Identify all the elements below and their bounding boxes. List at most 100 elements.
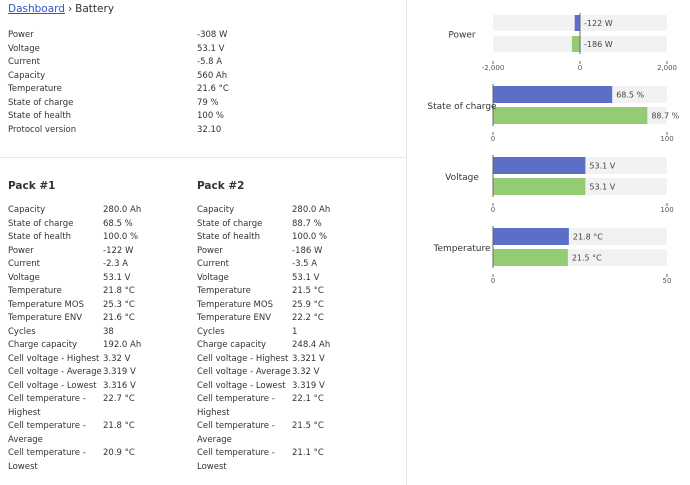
pack-row-label: Cell voltage - Average (8, 367, 102, 377)
pack-row-label: Power (8, 245, 34, 256)
temperature-data-label-pack-2: 21.5 °C (572, 254, 602, 263)
pack-row-value: 1 (292, 326, 298, 337)
pack-row-value: 100.0 % (103, 232, 139, 242)
power-tick-label: 2,000 (657, 64, 677, 72)
pack-row-label: Cell voltage - Highest (197, 353, 289, 364)
power-data-label-pack-2: -186 W (584, 40, 613, 49)
power-tick-label: -2,000 (482, 64, 505, 72)
summary-label-current: Current (8, 57, 40, 67)
voltage-tick-label: 0 (491, 206, 495, 214)
pack-1-row-capacity: Capacity 280.0 Ah (8, 204, 198, 218)
pack-row-label: Capacity (8, 205, 46, 215)
summary-value-capacity: 560 Ah (197, 70, 228, 81)
pack-2-row-current: Current -3.5 A (197, 258, 387, 272)
temperature-tick-label: 50 (663, 277, 672, 285)
pack-row-label: Temperature MOS (8, 299, 84, 310)
pack-1-row-power: Power -122 W (8, 245, 198, 259)
pack-row-value: 53.1 V (103, 272, 131, 283)
pack-row-label: Charge capacity (197, 340, 267, 350)
voltage-tick-label: 100 (660, 206, 673, 214)
pack-row-label: Cell temperature - Average (8, 421, 86, 445)
pack-row-value: 248.4 Ah (292, 340, 331, 350)
pack-row-value: 21.5 °C (292, 286, 324, 296)
pack-row-value: 21.8 °C (103, 286, 135, 296)
pack-row-label: Power (197, 245, 223, 256)
power-category-label: Power (448, 31, 476, 41)
pack-row-label: Cell temperature - Lowest (197, 448, 275, 472)
state-of-charge-tick-label: 0 (491, 135, 495, 143)
pack-row-value: 21.5 °C (292, 421, 324, 431)
summary-label-protocol-version: Protocol version (8, 124, 77, 135)
pack-row-value: 3.319 V (292, 380, 325, 391)
pack-row-value: -3.5 A (292, 259, 318, 269)
pack-row-value: 38 (103, 326, 114, 337)
temperature-tick-label: 0 (491, 277, 495, 285)
pack-row-value: 88.7 % (292, 218, 322, 229)
pack-row-value: 20.9 °C (103, 448, 135, 458)
state-of-charge-tick-label: 100 (660, 135, 673, 143)
pack-1-row-charge-capacity: Charge capacity 192.0 Ah (8, 339, 198, 353)
state-of-charge-data-label-pack-1: 68.5 % (616, 91, 644, 100)
state-of-charge-bar-pack-2 (493, 107, 648, 124)
pack-row-label: Cell voltage - Average (197, 367, 291, 377)
pack-row-label: State of health (8, 232, 72, 242)
pack-row-label: State of health (197, 232, 261, 242)
pack-1-details: Capacity 280.0 Ah State of charge 68.5 % Sta… (8, 204, 198, 474)
pack-1-row-cell-voltage-average: Cell voltage - Average3.319 V (8, 366, 198, 380)
pack-2-row-temperature: Temperature 21.5 °C (197, 285, 387, 299)
summary-label-power: Power (8, 30, 34, 40)
pack-2-row-voltage: Voltage 53.1 V (197, 272, 387, 286)
pack-1-row-cell-temperature-average: Cell temperature - Average 21.8 °C (8, 420, 198, 447)
summary-value-state-of-charge: 79 % (197, 97, 219, 108)
pack-row-value: 3.32 V (292, 367, 320, 377)
section-divider (0, 157, 406, 158)
pack-row-value: 22.1 °C (292, 394, 324, 404)
pack-row-value: 53.1 V (292, 272, 320, 283)
pack-1-title: Pack #1 (8, 180, 56, 192)
pack-row-value: -186 W (292, 245, 323, 256)
pack-1-row-cell-voltage-lowest: Cell voltage - Lowest 3.316 V (8, 380, 198, 394)
pack-1-row-temperature-env: Temperature ENV 21.6 °C (8, 312, 198, 326)
pack-row-label: State of charge (8, 218, 74, 229)
pack-1-row-temperature-mos: Temperature MOS 25.3 °C (8, 299, 198, 313)
breadcrumb-separator: › (67, 3, 73, 15)
pack-row-label: Temperature MOS (197, 299, 273, 310)
breadcrumb-dashboard-link[interactable]: Dashboard (8, 3, 65, 15)
pack-1-row-state-of-charge: State of charge 68.5 % (8, 218, 198, 232)
pack-row-value: 280.0 Ah (292, 205, 331, 215)
pack-row-value: -2.3 A (103, 259, 129, 269)
pack-row-value: 21.8 °C (103, 421, 135, 431)
pack-row-label: Temperature ENV (197, 313, 272, 323)
pack-row-value: 68.5 % (103, 218, 133, 229)
pack-2-row-state-of-health: State of health 100.0 % (197, 231, 387, 245)
pack-row-label: Voltage (197, 272, 229, 283)
breadcrumb: Dashboard › Battery (8, 3, 114, 15)
pack-row-value: 25.9 °C (292, 299, 324, 310)
pack-row-label: Current (197, 259, 229, 269)
state-of-charge-category-label: State of charge (427, 102, 497, 112)
summary-value-temperature: 21.6 °C (197, 84, 229, 94)
pack-2-row-temperature-env: Temperature ENV 22.2 °C (197, 312, 387, 326)
summary-label-temperature: Temperature (8, 84, 62, 94)
pack-row-value: 192.0 Ah (103, 340, 142, 350)
pack-row-value: 100.0 % (292, 232, 328, 242)
pack-1-row-state-of-health: State of health 100.0 % (8, 231, 198, 245)
pack-2-row-power: Power -186 W (197, 245, 387, 259)
pack-1-row-current: Current -2.3 A (8, 258, 198, 272)
state-of-charge-bar-pack-1 (493, 86, 613, 103)
pack-row-label: Capacity (197, 205, 235, 215)
pack-row-label: Cell voltage - Highest (8, 353, 100, 364)
temperature-category-label: Temperature (432, 244, 490, 254)
pack-row-value: 21.6 °C (103, 313, 135, 323)
pack-1-row-cell-temperature-highest: Cell temperature - Highest 22.7 °C (8, 393, 198, 420)
pack-comparison-charts: -122 W -186 W Power -2,000 0 2,000 68.5 % 88.7 … (427, 13, 680, 285)
summary-value-voltage: 53.1 V (197, 43, 225, 54)
voltage-bar-pack-1 (493, 157, 586, 174)
pack-row-label: Temperature ENV (8, 313, 83, 323)
pack-row-label: Cell voltage - Lowest (197, 380, 286, 391)
power-tick-label: 0 (578, 64, 582, 72)
pack-row-label: Cycles (197, 326, 225, 337)
voltage-category-label: Voltage (445, 173, 479, 183)
temperature-data-label-pack-1: 21.8 °C (573, 233, 603, 242)
pack-row-value: 25.3 °C (103, 299, 135, 310)
